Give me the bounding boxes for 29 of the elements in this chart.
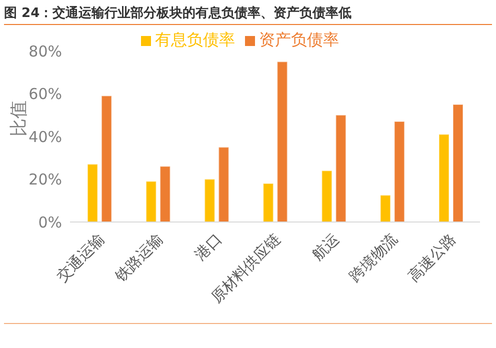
x-tick-label: 高速公路 xyxy=(404,230,460,286)
y-tick-label: 20% xyxy=(28,170,62,189)
x-tick-label: 交通运输 xyxy=(52,230,108,286)
y-axis-title: 比值 xyxy=(8,100,30,136)
chart-title: 图 24：交通运输行业部分板块的有息负债率、资产负债率低 xyxy=(4,4,352,22)
x-tick-label: 航运 xyxy=(308,230,342,264)
bar xyxy=(204,178,216,222)
bar xyxy=(218,146,230,222)
y-tick-label: 80% xyxy=(28,42,62,60)
bar xyxy=(87,164,98,222)
bar xyxy=(321,170,332,222)
x-tick-label: 跨境物流 xyxy=(346,230,401,286)
bar xyxy=(160,166,171,222)
legend-label: 资产负债率 xyxy=(259,30,339,49)
bar xyxy=(146,180,157,222)
x-tick-label: 铁路运输 xyxy=(110,230,167,286)
legend-label: 有息负债率 xyxy=(155,30,235,49)
bar xyxy=(394,121,405,222)
bar xyxy=(101,95,112,222)
bar xyxy=(380,194,391,222)
bar xyxy=(438,134,450,222)
bar xyxy=(335,114,346,222)
y-tick-label: 40% xyxy=(28,128,62,146)
bar xyxy=(262,183,274,222)
bar xyxy=(452,104,464,222)
y-tick-label: 0% xyxy=(38,213,62,232)
y-tick-label: 60% xyxy=(28,85,62,104)
x-tick-label: 港口 xyxy=(191,230,226,264)
bar xyxy=(276,61,288,222)
